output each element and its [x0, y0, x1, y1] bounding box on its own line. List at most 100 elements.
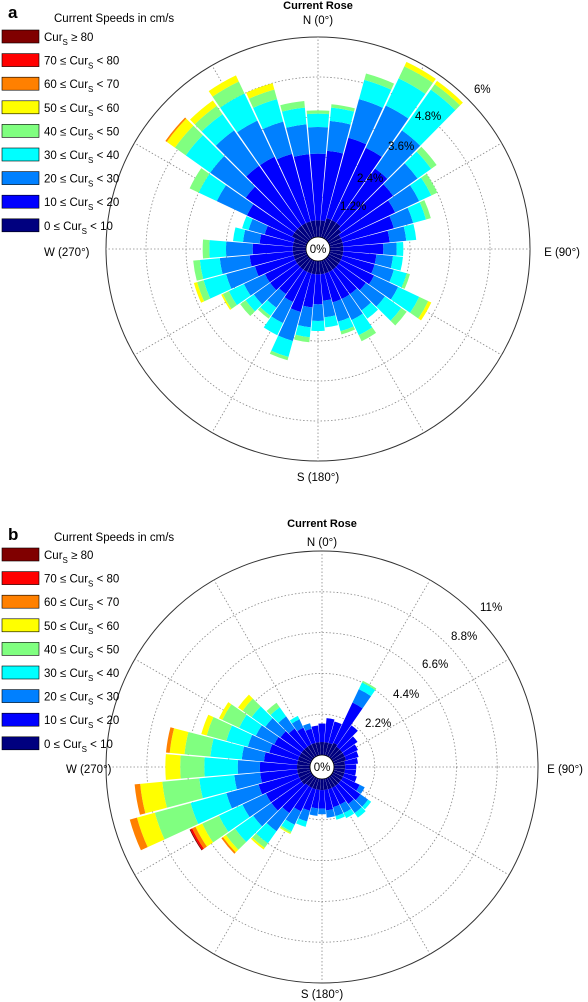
legend-swatch: [1, 665, 40, 680]
panel-b-label: b: [8, 525, 18, 544]
panel-a-title: Current Rose: [283, 0, 353, 12]
rose-bar-segment: [226, 241, 253, 257]
legend-label: 0 ≤ CurS < 10: [44, 739, 113, 754]
rose-center-label: 0%: [310, 244, 327, 256]
rose-bar-segment: [318, 790, 326, 809]
rose-bar-segment: [335, 783, 354, 805]
rose-bar-segment: [340, 326, 356, 335]
rose-bar-segment: [352, 689, 372, 709]
rose-bar-segment: [376, 296, 402, 321]
rose-bar-segment: [371, 264, 394, 282]
rose-bar-segment: [259, 761, 298, 773]
rose-bar-segment: [222, 835, 239, 853]
rose-bar-segment: [410, 177, 432, 202]
rose-bar-segment: [238, 694, 253, 711]
rose-bar-segment: [343, 808, 355, 819]
rose-bar-segment: [326, 228, 342, 243]
rose-bar-segment: [321, 259, 329, 274]
legend-label: 30 ≤ CurS < 40: [44, 668, 119, 683]
rose-bar-segment: [254, 255, 295, 277]
rose-bar-segment: [297, 768, 311, 774]
rose-bar-segment: [293, 154, 316, 222]
panel-a-rose: 0%: [105, 36, 531, 462]
rose-bar-segment: [388, 185, 420, 213]
rose-bar-segment: [307, 259, 315, 274]
rose-bar-segment: [291, 719, 304, 732]
rose-bar-segment: [257, 307, 271, 319]
rose-bar-segment: [279, 267, 304, 295]
legend-item: 30 ≤ CurS < 40: [1, 665, 119, 683]
legend-swatch: [1, 124, 40, 138]
rose-bar-segment: [421, 173, 438, 196]
rose-bar-segment: [430, 84, 461, 111]
rose-bar-segment: [193, 282, 205, 303]
rose-bar-segment: [281, 819, 295, 832]
rose-bar-segment: [316, 778, 321, 791]
rose-bar-segment: [307, 744, 317, 758]
rose-bar-segment: [242, 216, 253, 230]
rose-bar-segment: [253, 282, 277, 305]
rose-bar-segment: [333, 761, 346, 766]
rose-bar-segment: [165, 117, 187, 142]
rose-grid-spoke: [213, 777, 317, 955]
rose-bar-segment: [324, 272, 342, 303]
rose-bar-segment: [258, 773, 300, 795]
rose-bar-segment: [330, 773, 341, 784]
rose-bar-segment: [222, 704, 247, 728]
legend-swatch: [1, 618, 40, 633]
rose-bar-segment: [246, 83, 275, 99]
legend-item: 10 ≤ CurS < 20: [1, 712, 119, 730]
rose-bar-segment: [313, 274, 323, 305]
legend-swatch: [1, 171, 40, 185]
rose-bar-segment: [297, 760, 311, 766]
rose-bar-segment: [242, 698, 261, 718]
rose-bar-segment: [166, 727, 175, 753]
rose-bar-segment: [328, 788, 340, 808]
rose-bar-segment: [189, 168, 210, 193]
rose-bar-segment: [271, 335, 293, 358]
rose-bar-segment: [326, 809, 335, 818]
legend-item: 10 ≤ CurS < 20: [1, 194, 119, 212]
rose-bar-segment: [324, 718, 335, 743]
rose-center-label: 0%: [314, 762, 331, 774]
rose-bar-segment: [297, 756, 312, 764]
rose-bar-segment: [215, 130, 260, 177]
rose-bar-segment: [320, 778, 324, 791]
rose-bar-segment: [218, 804, 250, 832]
rose-grid-circle: [225, 156, 411, 342]
rose-bar-segment: [246, 165, 302, 229]
rose-bar-segment: [320, 273, 332, 301]
legend-label: CurS ≥ 80: [44, 32, 93, 47]
rose-bar-segment: [278, 308, 301, 341]
rose-bar-segment: [259, 156, 306, 226]
rose-bar-segment: [282, 783, 309, 814]
rose-bar-segment: [242, 793, 271, 818]
rose-bar-segment: [318, 723, 326, 743]
legend-swatch: [1, 218, 40, 233]
legend-swatch: [1, 53, 40, 67]
legend-item: 70 ≤ CurS < 80: [1, 53, 119, 71]
rose-bar-segment: [327, 776, 336, 788]
rose-bar-segment: [243, 274, 270, 296]
panel-b-west-label: W (270°): [66, 764, 112, 776]
rose-bar-segment: [315, 260, 321, 275]
rose-bar-segment: [234, 772, 262, 790]
rose-bar-segment: [250, 837, 265, 850]
rose-bar-segment: [253, 802, 278, 827]
rose-bar-segment: [358, 682, 376, 697]
legend-label: 40 ≤ CurS < 50: [44, 644, 119, 659]
panel-a-label: a: [8, 3, 18, 22]
rose-bar-segment: [331, 104, 355, 112]
rose-bar-segment: [312, 777, 319, 790]
legend-label: 20 ≤ CurS < 30: [44, 174, 119, 189]
rose-bar-segment: [328, 746, 340, 759]
rose-bar-segment: [219, 255, 252, 275]
rose-bar-segment: [293, 252, 308, 260]
panel-a-radial-label-3: 3.6%: [388, 141, 414, 153]
rose-bar-segment: [248, 218, 268, 235]
rose-bar-segment: [264, 225, 295, 243]
rose-bar-segment: [260, 769, 298, 783]
rose-bar-segment: [169, 728, 189, 755]
rose-bar-segment: [140, 781, 167, 814]
rose-bar-segment: [323, 258, 333, 272]
